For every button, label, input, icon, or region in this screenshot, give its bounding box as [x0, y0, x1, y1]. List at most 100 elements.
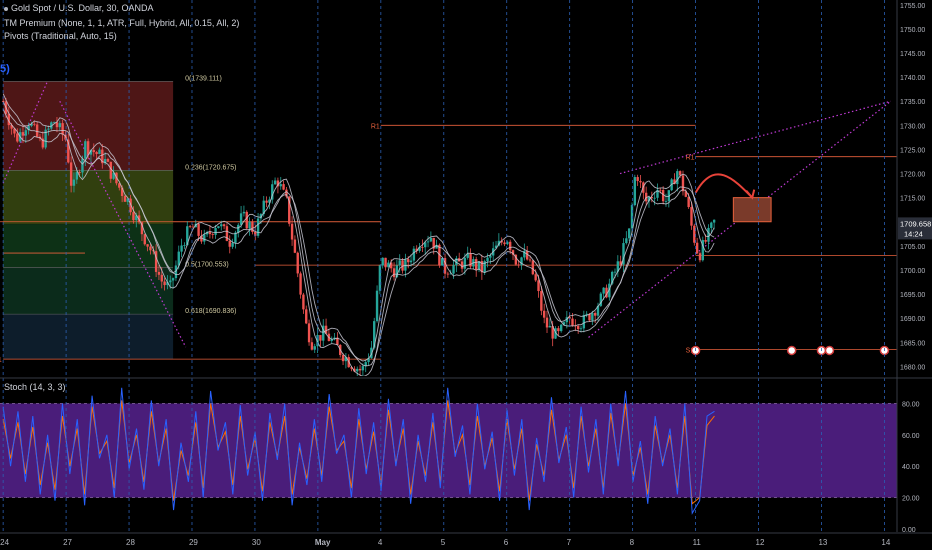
candle-body: [169, 280, 172, 283]
main-pane[interactable]: 0(1739.111) 0.236(1720.675) 0.5(1700.553) 0…: [0, 75, 897, 377]
candle-body: [123, 196, 127, 202]
candle-body: [166, 282, 169, 286]
candle-body: [44, 129, 47, 148]
candle-body: [234, 232, 237, 243]
candle-body: [469, 253, 472, 267]
candle-body: [695, 242, 699, 254]
candle-body: [367, 358, 370, 363]
calendar-event-icon[interactable]: [824, 345, 835, 356]
candle-body: [375, 290, 379, 322]
candle-body: [650, 197, 654, 199]
candle-body: [579, 328, 583, 330]
trend-channel-line: [2, 81, 48, 184]
time-tick-label: 5: [441, 538, 446, 547]
candle-body: [33, 123, 36, 125]
price-tick-label: 1750.00: [900, 27, 925, 34]
pivot-level-label: S1: [686, 347, 695, 354]
candle-body: [183, 245, 186, 246]
candle-body: [259, 214, 263, 219]
candle-body: [64, 134, 67, 140]
candle-body: [316, 335, 319, 347]
candle-body: [506, 241, 509, 245]
candle-body: [222, 224, 226, 227]
candle-body: [81, 158, 84, 173]
stoch-line: [2, 387, 715, 515]
candle-body: [384, 257, 387, 268]
candle-body: [27, 125, 30, 131]
candle-body: [455, 258, 458, 266]
indicator-legend-tm[interactable]: TM Premium (None, 1, 1, ATR, Full, Hybri…: [4, 18, 239, 28]
candle-body: [370, 347, 373, 359]
candle-body: [217, 226, 220, 229]
candle-body: [483, 261, 486, 273]
symbol-legend[interactable]: Gold Spot / U.S. Dollar, 30, OANDA: [4, 3, 154, 13]
symbol-title: Gold Spot / U.S. Dollar, 30, OANDA: [11, 3, 154, 13]
candle-body: [239, 213, 243, 225]
candle-body: [644, 192, 648, 202]
indicator-legend-pivots[interactable]: Pivots (Traditional, Auto, 15): [4, 31, 117, 41]
last-price-tag[interactable]: [898, 217, 932, 240]
candle-body: [188, 226, 192, 228]
candle-body: [50, 122, 53, 129]
candle-body: [92, 150, 95, 153]
stoch-tick-label: 0.00: [902, 527, 916, 534]
candle-body: [273, 180, 277, 185]
candle-body: [639, 181, 642, 183]
fib-level-label: 0.5(1700.553): [185, 261, 229, 268]
candle-body: [109, 161, 112, 179]
candle-body: [582, 314, 586, 329]
target-box[interactable]: [732, 197, 772, 223]
candle-body: [285, 189, 288, 197]
candle-body: [412, 248, 416, 261]
candle-body: [132, 212, 135, 221]
candle-body: [438, 244, 441, 266]
projection-arrow: [694, 173, 753, 199]
fib-zone: [3, 267, 174, 315]
candle-body: [282, 184, 285, 190]
envelope-band: [2, 101, 715, 367]
candle-body: [636, 177, 639, 182]
candle-body: [562, 322, 566, 325]
candle-body: [503, 242, 506, 245]
candle-body: [299, 273, 302, 295]
candle-body: [446, 273, 450, 275]
candle-body: [523, 250, 526, 258]
candle-body: [684, 191, 688, 197]
candle-body: [163, 281, 166, 286]
calendar-event-icon[interactable]: [786, 345, 797, 356]
candle-body: [508, 241, 512, 251]
candle-body: [157, 271, 161, 275]
candle-body: [135, 215, 138, 221]
time-tick-label: 7: [567, 538, 572, 547]
candle-body: [559, 324, 563, 332]
time-tick-label: 24: [0, 538, 9, 547]
candle-body: [146, 244, 149, 247]
bar-countdown: 14:24: [904, 229, 923, 238]
candle-body: [463, 257, 467, 269]
candle-body: [489, 255, 492, 258]
indicator-pivots-label: Pivots (Traditional, Auto, 15): [4, 31, 117, 41]
candle-body: [520, 257, 523, 266]
candle-body: [392, 268, 396, 278]
candle-body: [407, 259, 410, 263]
fib-level-label: 0(1739.111): [185, 75, 222, 82]
stoch-pane[interactable]: [0, 387, 897, 515]
candle-body: [231, 242, 234, 247]
candle-body: [418, 246, 421, 251]
candle-body: [460, 261, 464, 269]
candle-body: [353, 368, 356, 372]
price-tick-label: 1730.00: [900, 123, 925, 130]
stoch-label: Stoch (14, 3, 3): [4, 382, 66, 392]
candle-body: [152, 250, 155, 252]
candle-body: [390, 262, 393, 269]
candle-body: [279, 184, 282, 187]
envelope-band: [2, 108, 715, 376]
price-tick-label: 1685.00: [900, 340, 925, 347]
price-tick-label: 1745.00: [900, 51, 925, 58]
price-tick-label: 1705.00: [900, 244, 925, 251]
candle-body: [186, 226, 189, 246]
price-tick-label: 1700.00: [900, 268, 925, 275]
stoch-legend[interactable]: Stoch (14, 3, 3): [4, 382, 66, 392]
candle-body: [551, 325, 554, 339]
